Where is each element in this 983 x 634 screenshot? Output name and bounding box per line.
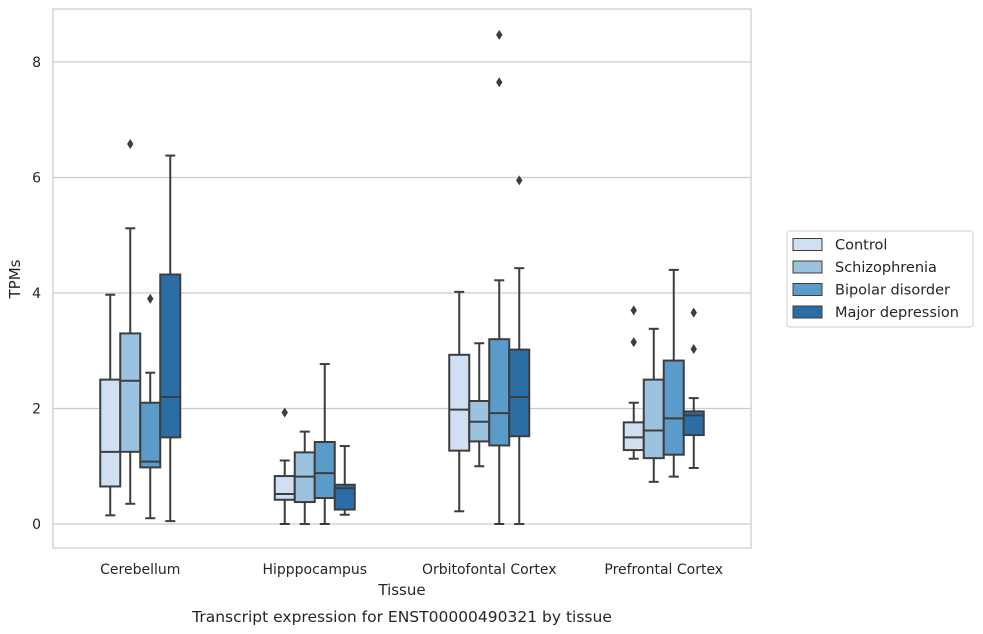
outlier-point	[630, 305, 637, 316]
chart-caption: Transcript expression for ENST0000049032…	[191, 608, 612, 626]
y-tick-label: 2	[32, 402, 41, 418]
legend-label: Schizophrenia	[835, 260, 937, 276]
legend-swatch	[792, 283, 823, 296]
iqr-box	[159, 273, 182, 439]
legend-label: Major depression	[835, 305, 959, 321]
box-bipolar-disorder	[488, 29, 511, 525]
outlier-point	[281, 407, 288, 418]
box-major-depression	[682, 307, 705, 469]
x-axis-title: Tissue	[377, 581, 425, 599]
box-control	[448, 290, 471, 513]
box-schizophrenia	[119, 139, 142, 505]
outlier-point	[690, 307, 697, 318]
y-tick-label: 0	[32, 517, 41, 533]
x-tick-label: Cerebellum	[100, 562, 180, 578]
box-groups	[99, 29, 705, 525]
legend-label: Bipolar disorder	[835, 283, 950, 299]
x-tick-label: Hipppocampus	[262, 562, 367, 578]
outlier-point	[496, 29, 503, 40]
iqr-box	[682, 410, 705, 437]
box-major-depression	[333, 445, 356, 516]
x-tick-labels: Cerebellum Hipppocampus Orbitofontal Corte…	[100, 562, 723, 578]
y-tick-label: 8	[32, 55, 41, 71]
x-tick-label: Prefrontal Cortex	[604, 562, 723, 578]
legend-swatch	[792, 305, 823, 319]
y-axis-title: TPMs	[6, 259, 24, 299]
outlier-point	[127, 139, 134, 150]
category-group	[99, 139, 182, 523]
legend-swatch	[792, 238, 823, 251]
legend: Control Schizophrenia Bipolar disorder Majo…	[786, 230, 974, 328]
y-tick-label: 6	[32, 171, 41, 187]
iqr-box	[273, 475, 296, 501]
iqr-box	[448, 353, 471, 452]
outlier-point	[516, 175, 523, 186]
iqr-box	[662, 359, 685, 456]
x-tick-label: Orbitofontal Cortex	[422, 562, 557, 578]
iqr-box	[119, 332, 142, 453]
legend-label: Control	[835, 238, 887, 254]
iqr-box	[488, 338, 511, 447]
box-control	[99, 293, 122, 517]
box-control	[622, 305, 645, 460]
box-bipolar-disorder	[313, 363, 336, 525]
category-group	[273, 363, 356, 525]
box-schizophrenia	[642, 327, 665, 483]
legend-frame	[786, 230, 974, 328]
iqr-box	[99, 378, 122, 488]
outlier-point	[690, 344, 697, 355]
iqr-box	[139, 401, 162, 469]
outlier-point	[496, 77, 503, 88]
category-group	[622, 268, 705, 483]
iqr-box	[642, 378, 665, 460]
box-major-depression	[508, 175, 531, 525]
box-schizophrenia	[468, 342, 491, 468]
category-group	[448, 29, 531, 525]
outlier-point	[630, 337, 637, 348]
plot-frame	[52, 8, 752, 549]
legend-swatch	[792, 260, 823, 274]
outlier-point	[147, 293, 154, 304]
iqr-box	[508, 348, 531, 438]
y-tick-label: 4	[32, 286, 41, 302]
iqr-box	[333, 483, 356, 511]
iqr-box	[313, 440, 336, 500]
box-bipolar-disorder	[662, 268, 685, 478]
iqr-box	[622, 421, 645, 452]
y-tick-labels: 0 2 4 6 8	[32, 55, 41, 533]
box-major-depression	[159, 154, 182, 523]
